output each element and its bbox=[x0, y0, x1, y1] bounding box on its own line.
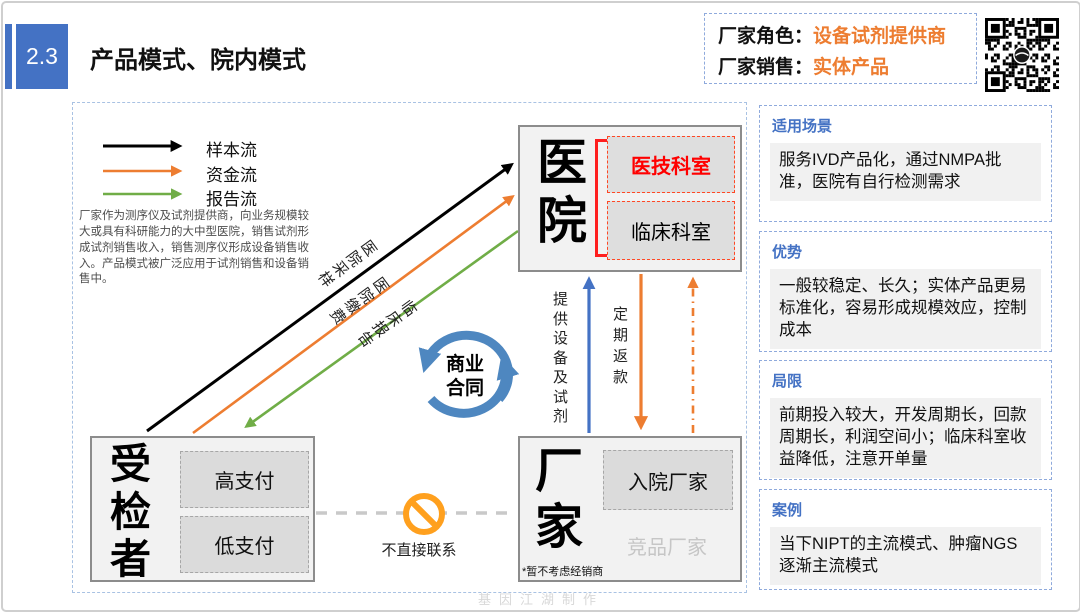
sidebar-section-case: 案例 当下NIPT的主流模式、肿瘤NGS逐渐主流模式 bbox=[759, 489, 1052, 590]
sidebar-section-scenario: 适用场景 服务IVD产品化，通过NMPA批准，医院有自行检测需求 bbox=[759, 105, 1052, 222]
qr-code-icon bbox=[985, 18, 1059, 92]
prohibition-icon bbox=[403, 493, 445, 535]
role-value: 设备试剂提供商 bbox=[813, 26, 947, 47]
distributor-footnote: *暂不考虑经销商 bbox=[522, 566, 604, 578]
advantage-text: 一般较稳定、长久；实体产品更易标准化，容易形成规模效应，控制成本 bbox=[770, 269, 1041, 349]
accent-bar bbox=[5, 24, 12, 89]
no-contact-label: 不直接联系 bbox=[381, 542, 457, 559]
model-description: 厂家作为测序仪及试剂提供商，向业务规模较大或具有科研能力的大中型医院，销售试剂形… bbox=[79, 210, 309, 286]
in-hospital-vendor-box: 入院厂家 bbox=[603, 450, 733, 510]
sales-label: 厂家销售： bbox=[718, 57, 814, 78]
watermark: 基因江湖制作 bbox=[477, 592, 604, 607]
legend-sample-label: 样本流 bbox=[206, 141, 257, 160]
legend-report-label: 报告流 bbox=[206, 190, 257, 209]
low-pay-box: 低支付 bbox=[180, 516, 309, 573]
provide-equipment-label: 提供设备及试剂 bbox=[553, 291, 569, 425]
dept-clinical-box: 临床科室 bbox=[607, 201, 735, 260]
legend-money-label: 资金流 bbox=[206, 166, 257, 185]
manufacturer-name: 厂家 bbox=[535, 445, 584, 554]
dept-tech-box: 医技科室 bbox=[607, 136, 735, 193]
hospital-bracket bbox=[595, 139, 607, 257]
case-text: 当下NIPT的主流模式、肿瘤NGS逐渐主流模式 bbox=[770, 527, 1041, 585]
scenario-heading: 适用场景 bbox=[772, 118, 833, 135]
vendor-sales-line: 厂家销售：实体产品 bbox=[718, 52, 976, 83]
limitation-heading: 局限 bbox=[772, 373, 803, 390]
sales-value: 实体产品 bbox=[813, 57, 890, 78]
sidebar-section-limitation: 局限 前期投入较大，开发周期长，回款周期长，利润空间小；临床科室收益降低，注意开… bbox=[759, 360, 1052, 480]
page-title: 产品模式、院内模式 bbox=[90, 47, 306, 74]
section-number-badge: 2.3 bbox=[16, 24, 68, 89]
role-label: 厂家角色： bbox=[718, 26, 814, 47]
case-heading: 案例 bbox=[772, 502, 803, 519]
vendor-role-box: 厂家角色：设备试剂提供商 厂家销售：实体产品 bbox=[704, 13, 977, 84]
competitor-vendor-label: 竞品厂家 bbox=[627, 537, 707, 559]
business-contract-label: 商业合同 bbox=[445, 354, 484, 399]
patient-name: 受检者 bbox=[110, 441, 151, 583]
scenario-text: 服务IVD产品化，通过NMPA批准，医院有自行检测需求 bbox=[770, 143, 1041, 201]
advantage-heading: 优势 bbox=[772, 244, 803, 261]
vendor-role-line: 厂家角色：设备试剂提供商 bbox=[718, 21, 976, 52]
sidebar-section-advantage: 优势 一般较稳定、长久；实体产品更易标准化，容易形成规模效应，控制成本 bbox=[759, 231, 1052, 352]
refund-label: 定期返款 bbox=[613, 306, 629, 386]
high-pay-box: 高支付 bbox=[180, 451, 309, 508]
limitation-text: 前期投入较大，开发周期长，回款周期长，利润空间小；临床科室收益降低，注意开单量 bbox=[770, 398, 1041, 478]
hospital-name: 医院 bbox=[537, 135, 587, 249]
